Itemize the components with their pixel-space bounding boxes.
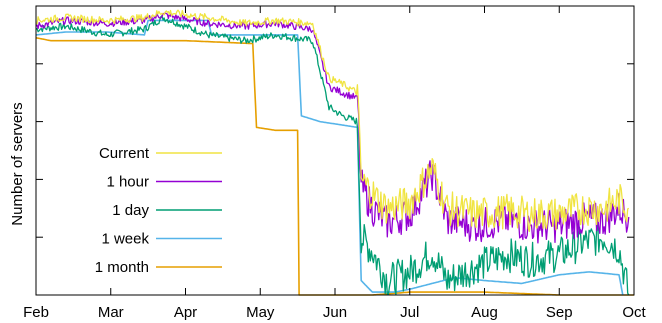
x-tick-label: Apr [174,304,197,321]
x-tick-label: Oct [622,304,646,321]
y-axis-label: Number of servers [9,102,26,225]
series-line-1-day [35,15,630,296]
x-tick-label: Jun [323,304,347,321]
x-tick-label: Aug [471,304,498,321]
legend-label: Current [99,145,150,162]
series-line-current [35,9,630,233]
legend-label: 1 day [112,202,149,219]
x-tick-label: May [246,304,275,321]
legend-label: 1 hour [106,174,149,191]
x-tick-label: Jul [400,304,419,321]
x-tick-label: Feb [23,304,49,321]
legend-label: 1 month [95,259,149,276]
x-tick-label: Sep [546,304,573,321]
series-line-1-week [35,19,624,296]
legend-label: 1 week [101,231,149,248]
x-tick-labels: Feb Mar Apr May Jun Jul Aug Sep Oct [23,304,646,321]
axes [35,5,635,296]
series-line-1-month [35,37,634,296]
x-tick-label: Mar [98,304,124,321]
legend: Current 1 hour 1 day 1 week 1 month [95,145,222,276]
